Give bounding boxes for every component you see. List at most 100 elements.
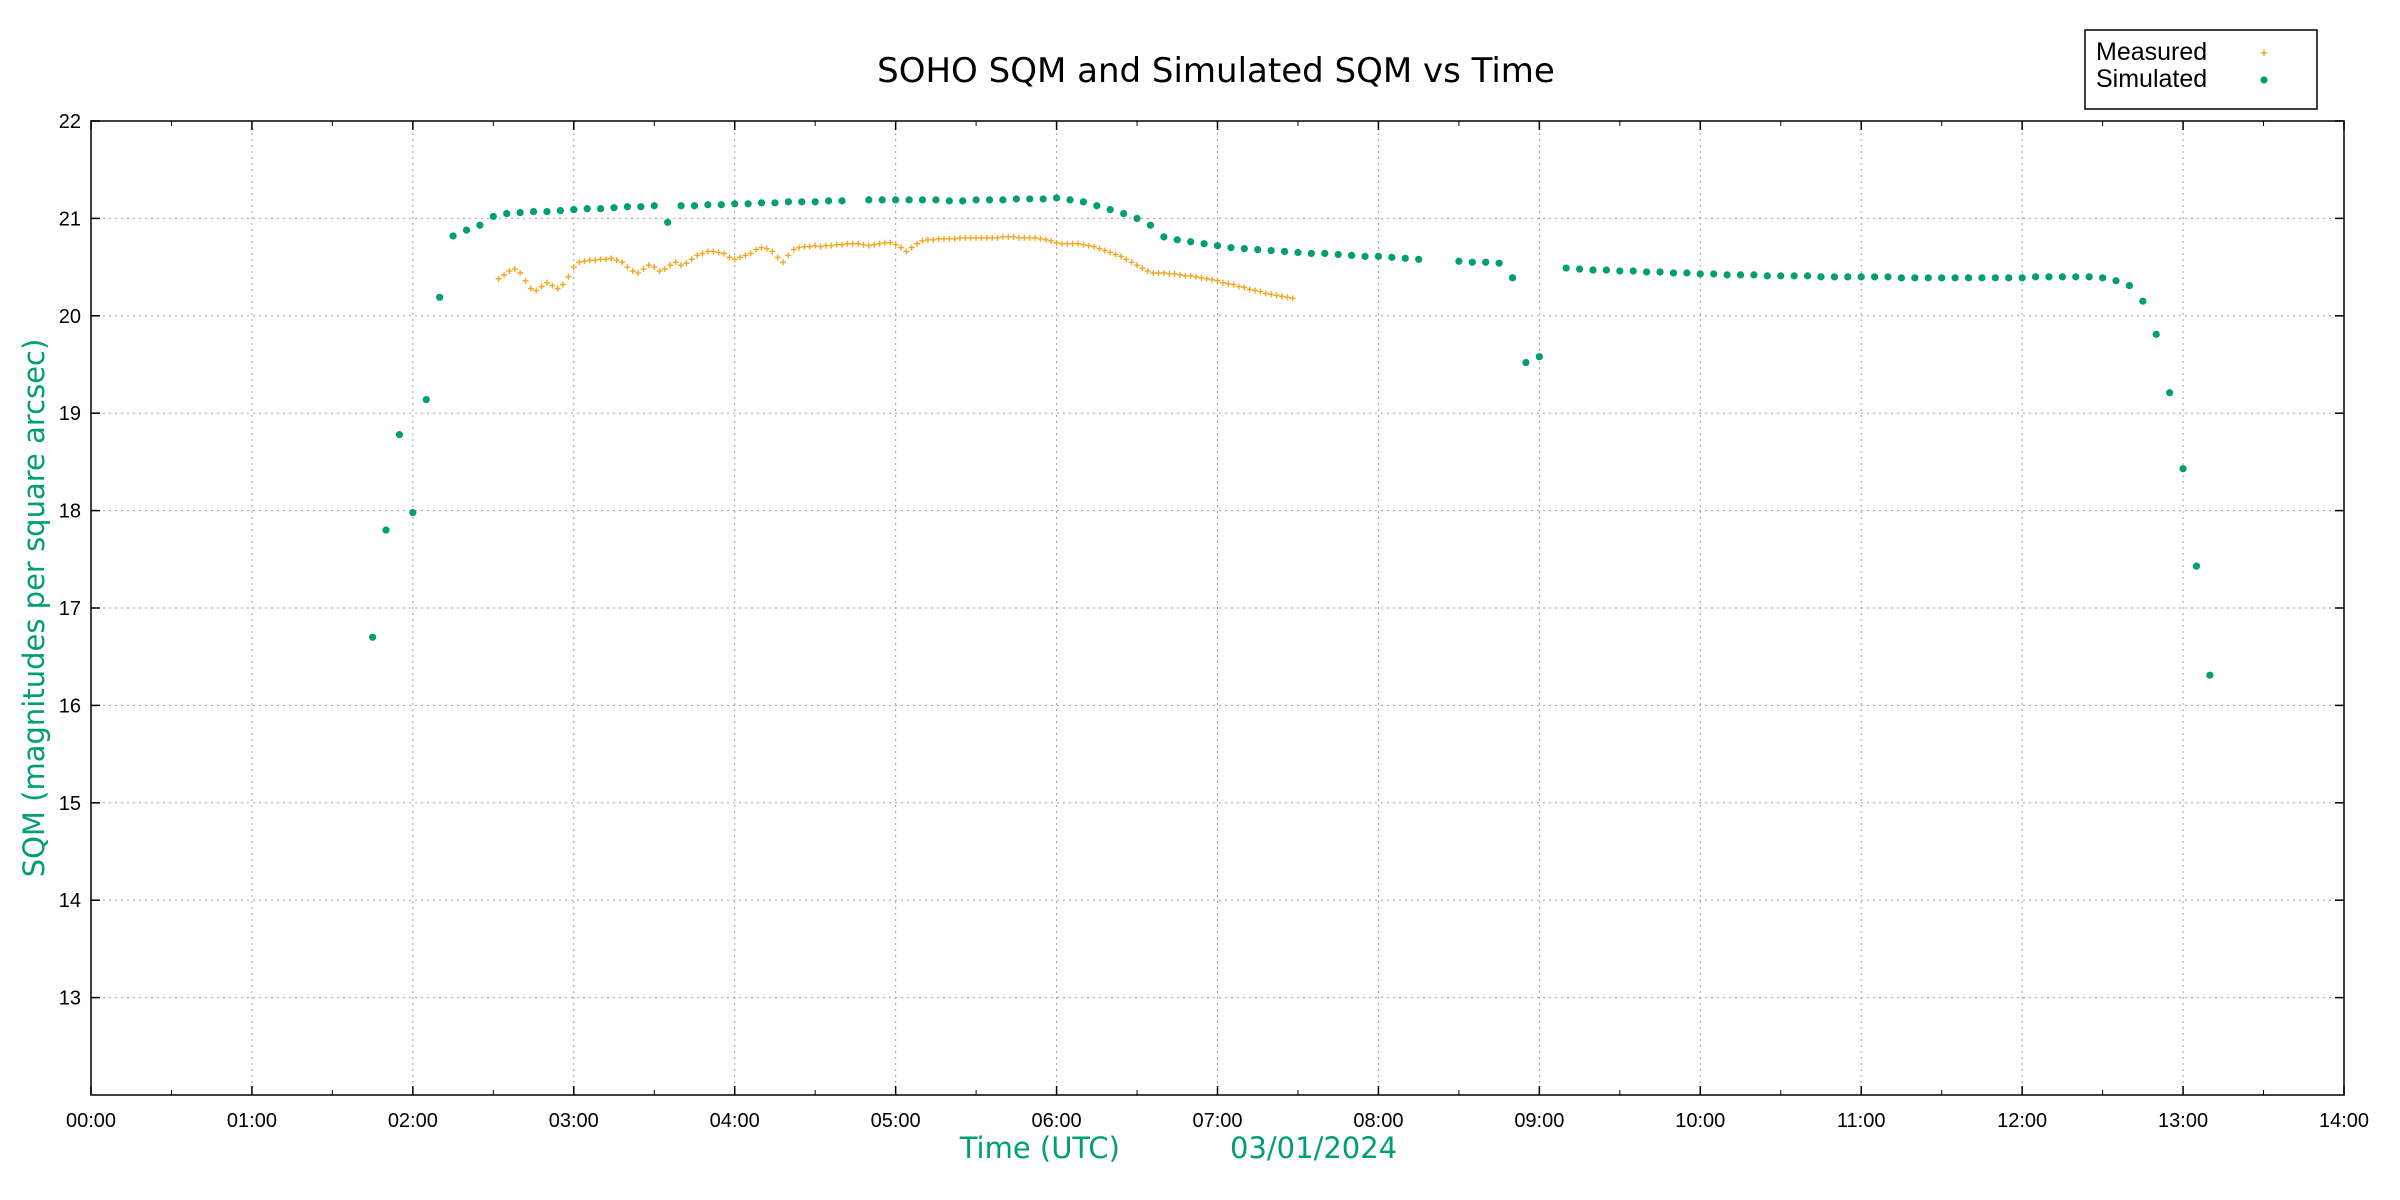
y-tick-label: 19 [59, 403, 81, 425]
measured-point [1262, 290, 1269, 297]
simulated-point [731, 200, 739, 208]
measured-point [1284, 294, 1291, 301]
y-tick-label: 18 [59, 501, 81, 523]
measured-point [672, 259, 679, 266]
simulated-point [2031, 273, 2040, 281]
simulated-point [583, 205, 591, 213]
x-tick-label: 14:00 [2319, 1110, 2369, 1132]
measured-point [806, 243, 813, 250]
simulated-point [2058, 273, 2066, 281]
simulated-point [1455, 257, 1463, 265]
measured-point [839, 241, 845, 248]
measured-point [790, 246, 797, 253]
measured-point [1289, 295, 1296, 302]
measured-point [667, 262, 674, 269]
simulated-point [1254, 245, 1262, 254]
measured-point [517, 269, 524, 276]
simulated-point [959, 197, 967, 205]
simulated-point [2085, 273, 2093, 281]
measured-point [1171, 270, 1178, 277]
x-tick-label: 07:00 [1192, 1110, 1242, 1132]
measured-point [683, 260, 690, 267]
simulated-point [798, 198, 806, 206]
measured-point [635, 269, 642, 276]
measured-point [1160, 269, 1167, 276]
simulated-point [2045, 273, 2053, 281]
simulated-point [690, 202, 699, 210]
x-tick-label: 09:00 [1514, 1110, 1564, 1132]
simulated-point [623, 203, 632, 211]
simulated-point [1052, 194, 1061, 202]
y-tick-label: 22 [59, 111, 81, 133]
simulated-point [476, 221, 484, 229]
simulated-point [570, 206, 578, 214]
measured-point [763, 245, 770, 252]
x-tick-label: 00:00 [66, 1110, 116, 1132]
legend-marker-measured [2261, 50, 2267, 56]
simulated-point [1643, 268, 1651, 276]
simulated-point [1267, 246, 1275, 255]
simulated-point [2112, 277, 2120, 285]
measured-point [1010, 233, 1017, 240]
simulated-point [1361, 252, 1369, 260]
simulated-point [1321, 249, 1329, 258]
simulated-point [892, 196, 900, 204]
simulated-point [1938, 274, 1946, 282]
measured-point [962, 234, 969, 241]
measured-point [1144, 267, 1151, 274]
measured-point [1075, 240, 1082, 247]
simulated-point [1736, 271, 1745, 279]
measured-point [973, 234, 980, 241]
measured-point [1117, 253, 1124, 260]
measured-point [1134, 262, 1141, 269]
measured-point [903, 248, 910, 255]
simulated-point [2152, 330, 2160, 338]
measured-point [1219, 279, 1226, 286]
simulated-point [1508, 274, 1517, 282]
measured-point [1230, 281, 1237, 288]
measured-point [1209, 276, 1216, 283]
measured-point [892, 241, 899, 248]
measured-point [1005, 233, 1012, 240]
simulated-point [2192, 562, 2201, 570]
simulated-point [677, 202, 685, 210]
legend-marker-simulated [2260, 76, 2268, 84]
measured-point [1225, 280, 1232, 287]
simulated-point [1897, 274, 1906, 282]
measured-point [581, 258, 588, 265]
measured-point [812, 242, 819, 249]
measured-point [694, 252, 701, 259]
measured-point [779, 259, 786, 266]
measured-point [656, 267, 663, 274]
simulated-point [597, 205, 605, 213]
measured-point [1257, 288, 1264, 295]
measured-point [935, 235, 942, 242]
y-axis-label: SQM (magnitudes per square arcsec) [17, 339, 51, 878]
measured-point [994, 234, 1001, 241]
x-tick-label: 05:00 [871, 1110, 921, 1132]
measured-point [1278, 293, 1285, 300]
x-tick-label: 12:00 [1997, 1110, 2047, 1132]
simulated-point [1602, 266, 1611, 274]
measured-point [930, 236, 937, 243]
measured-point [1085, 242, 1092, 249]
simulated-point [422, 395, 430, 404]
simulated-point [409, 508, 417, 517]
simulated-point [1133, 214, 1141, 222]
simulated-point [462, 226, 471, 234]
simulated-point [1871, 273, 1879, 281]
legend: Measured Simulated [2084, 29, 2318, 110]
simulated-point [1039, 195, 1047, 203]
measured-point [1123, 256, 1130, 263]
measured-point [613, 257, 620, 264]
y-tick-label: 21 [59, 208, 81, 230]
measured-point [871, 241, 878, 248]
simulated-point [1629, 267, 1637, 275]
simulated-point [771, 199, 779, 207]
measured-point [1037, 235, 1044, 242]
measured-point [1193, 273, 1200, 280]
x-axis-label: Time (UTC) [959, 1131, 1120, 1165]
data-points [369, 194, 2214, 679]
measured-point [1214, 277, 1221, 284]
measured-point [849, 240, 856, 247]
